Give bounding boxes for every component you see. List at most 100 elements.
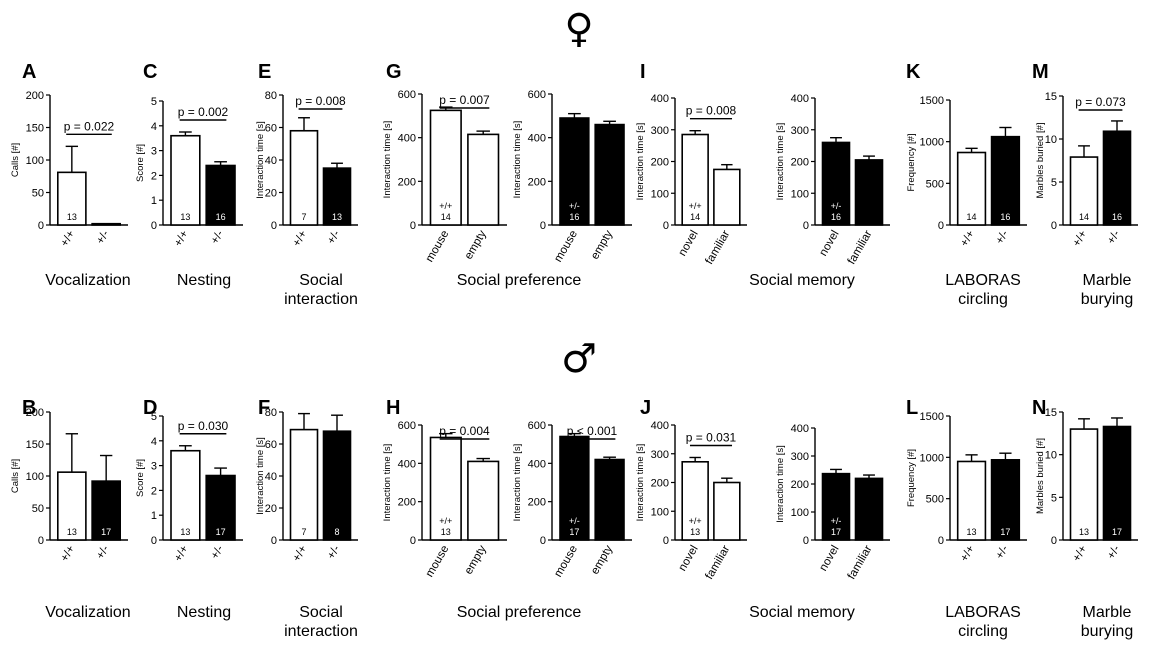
y-tick-label: 400 <box>791 93 809 105</box>
n-label: +/- <box>831 201 842 211</box>
y-axis-label: Marbles buried [#] <box>1035 122 1046 198</box>
n-label: 13 <box>690 527 700 537</box>
y-tick-label: 200 <box>26 90 44 102</box>
y-tick-label: 15 <box>1045 91 1057 103</box>
caption-bottom: Vocalization <box>45 604 130 621</box>
caption-bottom: interaction <box>284 623 358 640</box>
y-tick-label: 5 <box>151 411 157 423</box>
caption-top: Marble <box>1083 272 1132 289</box>
y-axis-label: Calls [#] <box>10 459 21 493</box>
y-tick-label: 300 <box>791 451 809 463</box>
caption-top: Social <box>299 272 343 289</box>
y-tick-label: 3 <box>151 461 157 473</box>
y-tick-label: 1500 <box>920 95 944 107</box>
y-tick-label: 200 <box>791 157 809 169</box>
panel-D: D 0 1 2 3 4 5 Score [#] +/+ 13 +/- 17 p = 0.030 <box>135 397 243 564</box>
panel-letter: J <box>640 397 651 419</box>
bar <box>990 135 1021 226</box>
y-tick-label: 0 <box>151 535 157 547</box>
category-label: mouse <box>552 229 580 265</box>
category-label: +/- <box>325 228 342 246</box>
caption-bottom: circling <box>958 623 1008 640</box>
bar <box>956 460 987 541</box>
significance-label: p = 0.008 <box>686 104 737 118</box>
bar <box>713 481 741 541</box>
category-label: empty <box>589 228 615 261</box>
panel-H2: 0 200 400 600 Interaction time [s] mouse +/-17… <box>512 420 632 579</box>
y-tick-label: 400 <box>398 133 416 145</box>
bar <box>594 458 625 541</box>
y-axis-label: Interaction time [s] <box>635 444 646 522</box>
caption-top: Social memory <box>749 272 855 289</box>
y-tick-label: 150 <box>26 439 44 451</box>
y-tick-label: 60 <box>265 123 277 135</box>
category-label: empty <box>463 228 489 261</box>
panel-J2: 0 100 200 300 400 Interaction time [s] novel +/… <box>775 423 890 582</box>
y-tick-label: 2 <box>151 485 157 497</box>
y-tick-label: 4 <box>151 121 157 133</box>
panel-letter: N <box>1032 397 1046 419</box>
y-tick-label: 0 <box>271 220 277 232</box>
y-tick-label: 400 <box>528 133 546 145</box>
y-tick-label: 5 <box>151 96 157 108</box>
bar <box>854 477 884 541</box>
caption-bottom: Nesting <box>177 604 231 621</box>
y-tick-label: 1500 <box>920 411 944 423</box>
n-label: +/+ <box>689 516 702 526</box>
caption-bottom: Social memory <box>749 604 855 621</box>
bar <box>990 459 1021 541</box>
y-tick-label: 100 <box>26 471 44 483</box>
bar <box>467 133 500 226</box>
y-tick-label: 1 <box>151 510 157 522</box>
caption-top: Social preference <box>457 272 582 289</box>
panel-letter: I <box>640 61 646 83</box>
n-label: 16 <box>1000 212 1010 222</box>
category-label: familiar <box>846 228 875 266</box>
y-axis-label: Frequency [#] <box>906 449 917 507</box>
y-tick-label: 2 <box>151 170 157 182</box>
panel-M: M 0 5 10 15 Marbles buried [#] +/+ 14 +/- 16 p = 0… <box>1032 61 1138 249</box>
y-axis-label: Marbles buried [#] <box>1035 438 1046 514</box>
n-label: 13 <box>67 527 77 537</box>
caption-top: burying <box>1081 291 1133 308</box>
y-tick-label: 20 <box>265 188 277 200</box>
y-tick-label: 200 <box>651 157 669 169</box>
y-axis-label: Interaction time [s] <box>635 123 646 201</box>
y-axis-label: Interaction time [s] <box>775 123 786 201</box>
significance-label: p = 0.031 <box>686 430 737 444</box>
bar <box>205 164 236 226</box>
bar <box>467 460 500 541</box>
panel-letter: E <box>258 61 271 83</box>
y-tick-label: 600 <box>528 89 546 101</box>
y-axis-label: Interaction time [s] <box>255 437 266 515</box>
y-tick-label: 1000 <box>920 452 944 464</box>
y-tick-label: 60 <box>265 439 277 451</box>
n-label: 13 <box>67 212 77 222</box>
category-label: +/+ <box>1071 543 1090 564</box>
caption-bottom: Marble <box>1083 604 1132 621</box>
bar <box>170 449 201 541</box>
y-tick-label: 10 <box>1045 450 1057 462</box>
panel-L: L 0 500 1000 1500 Frequency [#] +/+ 13 +/- 17 <box>906 397 1027 564</box>
n-label: 13 <box>180 527 190 537</box>
panel-F: F 0 20 40 60 80 Interaction time [s] +/+ 7 +/- 8 <box>255 397 358 564</box>
y-axis-label: Interaction time [s] <box>382 121 393 199</box>
category-label: familiar <box>846 543 875 581</box>
panel-letter: C <box>143 61 157 83</box>
significance-label: p = 0.002 <box>178 105 229 119</box>
n-label: +/+ <box>439 516 452 526</box>
panel-C: C 0 1 2 3 4 5 Score [#] +/+ 13 +/- 16 p = 0.002 <box>135 61 243 249</box>
panel-J1: J 0 100 200 300 400 Interaction time [s] novel +… <box>635 397 747 582</box>
significance-label: p = 0.022 <box>64 119 115 133</box>
y-tick-label: 500 <box>926 494 944 506</box>
n-label: 13 <box>967 527 977 537</box>
y-axis-label: Interaction time [s] <box>512 121 523 199</box>
y-axis-label: Interaction time [s] <box>255 121 266 199</box>
category-label: +/+ <box>172 543 191 564</box>
category-label: familiar <box>704 543 733 581</box>
caption-bottom: Social preference <box>457 604 582 621</box>
category-label: +/- <box>994 543 1011 561</box>
n-label: 14 <box>441 212 451 222</box>
n-label: 16 <box>216 212 226 222</box>
